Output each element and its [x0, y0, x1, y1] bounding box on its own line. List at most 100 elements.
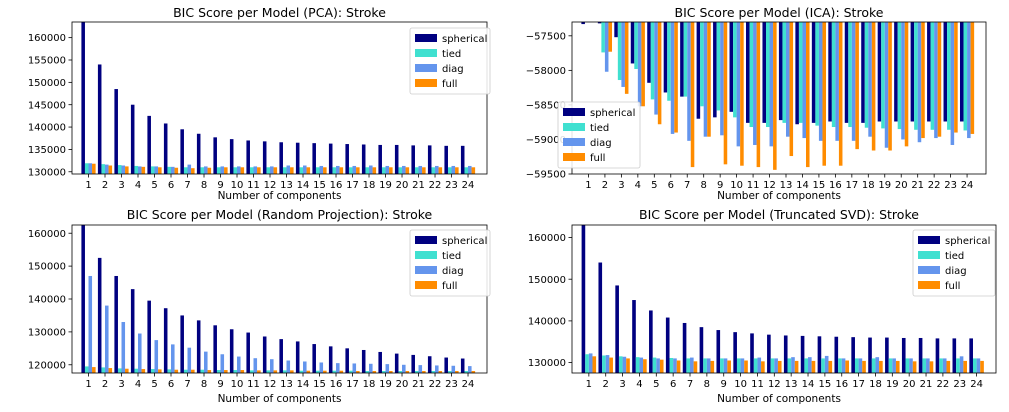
bar-pca-tied-23 [447, 167, 452, 174]
x-ticks-pca: 1 2 3 4 5 6 7 8 9 10 11 12 13 14 15 16 17 18 19 20 21 22 23 24 [85, 174, 474, 191]
bar-truncated-svd-spherical-2 [598, 262, 603, 373]
bar-ica-full-2 [608, 22, 612, 52]
x-tick-label-random-projection: 12 [264, 379, 277, 390]
bar-random-projection-tied-4 [134, 368, 139, 373]
bar-pca-spherical-23 [444, 145, 448, 174]
bar-random-projection-spherical-8 [196, 320, 201, 373]
bar-ica-diag-5 [654, 22, 658, 115]
bar-random-projection-diag-11 [253, 358, 258, 373]
bar-ica-spherical-13 [778, 22, 783, 121]
x-tick-label-random-projection: 20 [396, 379, 409, 390]
bar-ica-spherical-19 [877, 22, 882, 122]
bar-random-projection-full-18 [372, 371, 377, 373]
bar-truncated-svd-diag-13 [791, 357, 795, 373]
legend-swatch-diag [918, 266, 940, 274]
legend-swatch-full [918, 281, 940, 289]
y-tick-label-ica: −58500 [526, 101, 566, 112]
x-tick-label-ica: 9 [717, 180, 723, 191]
bar-random-projection-diag-4 [138, 333, 142, 373]
bar-ica-tied-19 [881, 22, 885, 129]
axes-frame-truncated-svd [571, 224, 997, 374]
x-tick-label-random-projection: 6 [168, 379, 174, 390]
x-tick-label-truncated-svd: 4 [636, 379, 642, 390]
legend-pca: spherical tied diag full [409, 27, 491, 95]
bar-ica-tied-18 [864, 22, 869, 128]
bar-pca-full-1 [92, 163, 96, 174]
bar-truncated-svd-diag-1 [588, 353, 593, 373]
bar-random-projection-diag-7 [187, 347, 192, 373]
bar-truncated-svd-spherical-24 [969, 338, 973, 373]
x-tick-label-ica: 5 [651, 180, 657, 191]
bar-random-projection-full-10 [240, 370, 245, 373]
legend-swatch-full [563, 153, 585, 161]
bar-random-projection-diag-1 [88, 275, 93, 373]
bar-pca-spherical-15 [312, 143, 316, 174]
x-tick-label-pca: 1 [85, 180, 91, 191]
bar-ica-full-21 [921, 22, 925, 139]
x-tick-label-ica: 6 [668, 180, 674, 191]
bar-random-projection-tied-5 [150, 369, 155, 373]
bar-random-projection-diag-15 [319, 362, 324, 373]
legend-label-tied: tied [442, 251, 461, 262]
bar-truncated-svd-tied-21 [922, 358, 927, 373]
bars-random-projection [81, 225, 476, 373]
bar-truncated-svd-spherical-21 [918, 337, 923, 373]
legend-label-tied: tied [590, 123, 609, 134]
bar-pca-diag-3 [121, 165, 126, 174]
bar-random-projection-spherical-18 [361, 349, 366, 373]
x-tick-label-pca: 16 [330, 180, 343, 191]
bar-ica-tied-22 [930, 22, 935, 130]
bar-pca-diag-23 [451, 165, 456, 174]
bar-random-projection-spherical-14 [295, 341, 300, 373]
x-ticks-ica: 1 2 3 4 5 6 7 8 9 10 11 12 13 14 15 16 17 18 19 20 21 22 23 24 [585, 174, 973, 191]
legend-swatch-tied [918, 251, 940, 259]
bar-ica-diag-11 [753, 22, 757, 145]
bar-truncated-svd-full-4 [643, 359, 647, 373]
bar-pca-spherical-24 [460, 145, 465, 174]
x-tick-label-truncated-svd: 3 [619, 379, 625, 390]
bar-truncated-svd-full-16 [845, 360, 849, 373]
bar-pca-full-20 [405, 167, 410, 174]
bar-random-projection-full-12 [273, 370, 278, 373]
y-tick-label-pca: 130000 [28, 167, 66, 178]
bar-pca-spherical-4 [130, 104, 135, 174]
bar-pca-full-24 [471, 167, 476, 174]
bar-random-projection-spherical-17 [345, 348, 349, 373]
bar-pca-tied-12 [266, 167, 271, 174]
x-tick-label-truncated-svd: 12 [768, 379, 781, 390]
y-tick-label-ica: −58000 [526, 66, 566, 77]
x-tick-label-pca: 9 [217, 180, 223, 191]
bar-pca-spherical-10 [229, 139, 234, 174]
x-tick-label-ica: 21 [911, 180, 924, 191]
bar-pca-diag-2 [105, 164, 109, 174]
x-tick-label-ica: 22 [928, 180, 941, 191]
x-tick-label-truncated-svd: 13 [785, 379, 798, 390]
bar-ica-full-8 [707, 22, 711, 137]
bar-pca-tied-6 [167, 166, 172, 174]
bar-random-projection-spherical-10 [229, 329, 234, 373]
bar-pca-full-21 [422, 167, 426, 174]
bar-pca-diag-21 [418, 165, 423, 174]
bar-random-projection-spherical-20 [394, 353, 399, 373]
bar-random-projection-spherical-12 [262, 336, 267, 373]
x-tick-label-ica: 16 [829, 180, 842, 191]
x-tick-label-random-projection: 8 [201, 379, 207, 390]
bar-ica-spherical-23 [943, 22, 948, 122]
x-tick-label-pca: 5 [151, 180, 157, 191]
bar-ica-diag-4 [637, 22, 642, 107]
x-tick-label-pca: 12 [264, 180, 277, 191]
bar-ica-spherical-16 [828, 22, 832, 122]
x-tick-label-ica: 2 [602, 180, 608, 191]
bar-pca-full-17 [356, 167, 360, 174]
x-tick-label-ica: 15 [813, 180, 826, 191]
bar-pca-full-8 [207, 167, 212, 174]
bar-random-projection-full-1 [92, 367, 96, 373]
bar-truncated-svd-diag-6 [673, 358, 677, 373]
legend-label-full: full [945, 281, 960, 292]
x-tick-label-pca: 4 [135, 180, 141, 191]
bar-pca-tied-18 [365, 167, 370, 174]
legend-swatch-spherical [415, 34, 437, 42]
bar-pca-diag-16 [336, 165, 340, 174]
bar-truncated-svd-full-20 [912, 361, 917, 373]
